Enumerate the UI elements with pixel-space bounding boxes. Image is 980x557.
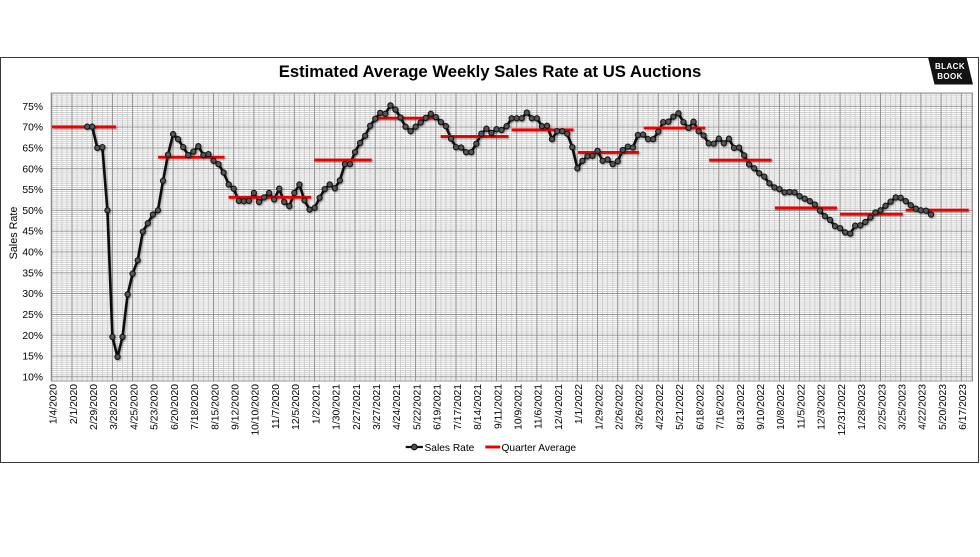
svg-text:2/25/2023: 2/25/2023	[877, 384, 888, 430]
svg-text:8/14/2021: 8/14/2021	[473, 384, 484, 430]
svg-text:1/4/2020: 1/4/2020	[49, 384, 60, 424]
svg-text:10/10/2020: 10/10/2020	[251, 384, 262, 436]
svg-text:Sales Rate: Sales Rate	[8, 207, 20, 260]
svg-text:5/21/2022: 5/21/2022	[675, 384, 686, 430]
svg-text:70%: 70%	[22, 123, 43, 134]
svg-text:6/17/2023: 6/17/2023	[958, 384, 969, 430]
svg-text:2/29/2020: 2/29/2020	[89, 384, 100, 430]
svg-text:20%: 20%	[22, 331, 43, 342]
svg-text:6/19/2021: 6/19/2021	[433, 384, 444, 430]
svg-text:75%: 75%	[22, 102, 43, 113]
svg-text:1/30/2021: 1/30/2021	[332, 384, 343, 430]
svg-text:2/1/2020: 2/1/2020	[69, 384, 80, 424]
svg-text:4/22/2023: 4/22/2023	[918, 384, 929, 430]
svg-text:30%: 30%	[22, 289, 43, 300]
svg-text:5/23/2020: 5/23/2020	[150, 384, 161, 430]
svg-text:40%: 40%	[22, 248, 43, 259]
svg-text:25%: 25%	[22, 310, 43, 321]
svg-text:5/22/2021: 5/22/2021	[412, 384, 423, 430]
svg-text:60%: 60%	[22, 164, 43, 175]
svg-text:5/20/2023: 5/20/2023	[938, 384, 949, 430]
svg-text:11/7/2020: 11/7/2020	[271, 384, 282, 429]
svg-text:Quarter Average: Quarter Average	[502, 443, 577, 454]
svg-text:8/15/2020: 8/15/2020	[210, 384, 221, 430]
svg-text:12/3/2022: 12/3/2022	[817, 384, 828, 430]
svg-text:12/4/2021: 12/4/2021	[554, 384, 565, 430]
svg-text:35%: 35%	[22, 268, 43, 279]
svg-text:1/2/2021: 1/2/2021	[311, 384, 322, 424]
svg-text:45%: 45%	[22, 227, 43, 238]
svg-text:Estimated Average Weekly Sales: Estimated Average Weekly Sales Rate at U…	[279, 62, 702, 81]
svg-text:4/23/2022: 4/23/2022	[655, 384, 666, 430]
svg-text:3/28/2020: 3/28/2020	[109, 384, 120, 430]
svg-text:65%: 65%	[22, 144, 43, 155]
svg-text:9/10/2022: 9/10/2022	[756, 384, 767, 430]
svg-text:4/25/2020: 4/25/2020	[129, 384, 140, 430]
svg-text:12/31/2022: 12/31/2022	[837, 384, 848, 436]
svg-text:1/29/2022: 1/29/2022	[594, 384, 605, 430]
svg-text:11/5/2022: 11/5/2022	[796, 384, 807, 429]
svg-text:3/27/2021: 3/27/2021	[372, 384, 383, 430]
svg-text:3/26/2022: 3/26/2022	[635, 384, 646, 430]
svg-text:Sales Rate: Sales Rate	[425, 443, 475, 454]
svg-text:6/20/2020: 6/20/2020	[170, 384, 181, 430]
svg-text:11/6/2021: 11/6/2021	[534, 384, 545, 429]
svg-text:10%: 10%	[22, 372, 43, 383]
svg-text:7/18/2020: 7/18/2020	[190, 384, 201, 430]
svg-text:1/1/2022: 1/1/2022	[574, 384, 585, 424]
svg-text:10/8/2022: 10/8/2022	[776, 384, 787, 430]
svg-text:9/12/2020: 9/12/2020	[231, 384, 242, 430]
svg-text:3/25/2023: 3/25/2023	[898, 384, 909, 430]
svg-text:50%: 50%	[22, 206, 43, 217]
svg-text:2/27/2021: 2/27/2021	[352, 384, 363, 430]
svg-text:2/26/2022: 2/26/2022	[615, 384, 626, 430]
svg-text:6/18/2022: 6/18/2022	[695, 384, 706, 430]
svg-text:9/11/2021: 9/11/2021	[493, 384, 504, 429]
svg-text:55%: 55%	[22, 185, 43, 196]
svg-text:12/5/2020: 12/5/2020	[291, 384, 302, 430]
svg-text:BLACK: BLACK	[935, 62, 965, 71]
svg-text:1/28/2023: 1/28/2023	[857, 384, 868, 430]
svg-text:15%: 15%	[22, 352, 43, 363]
svg-text:7/17/2021: 7/17/2021	[453, 384, 464, 430]
svg-text:8/13/2022: 8/13/2022	[736, 384, 747, 430]
svg-text:7/16/2022: 7/16/2022	[716, 384, 727, 430]
svg-text:BOOK: BOOK	[937, 72, 963, 81]
svg-text:4/24/2021: 4/24/2021	[392, 384, 403, 430]
svg-text:10/9/2021: 10/9/2021	[514, 384, 525, 430]
